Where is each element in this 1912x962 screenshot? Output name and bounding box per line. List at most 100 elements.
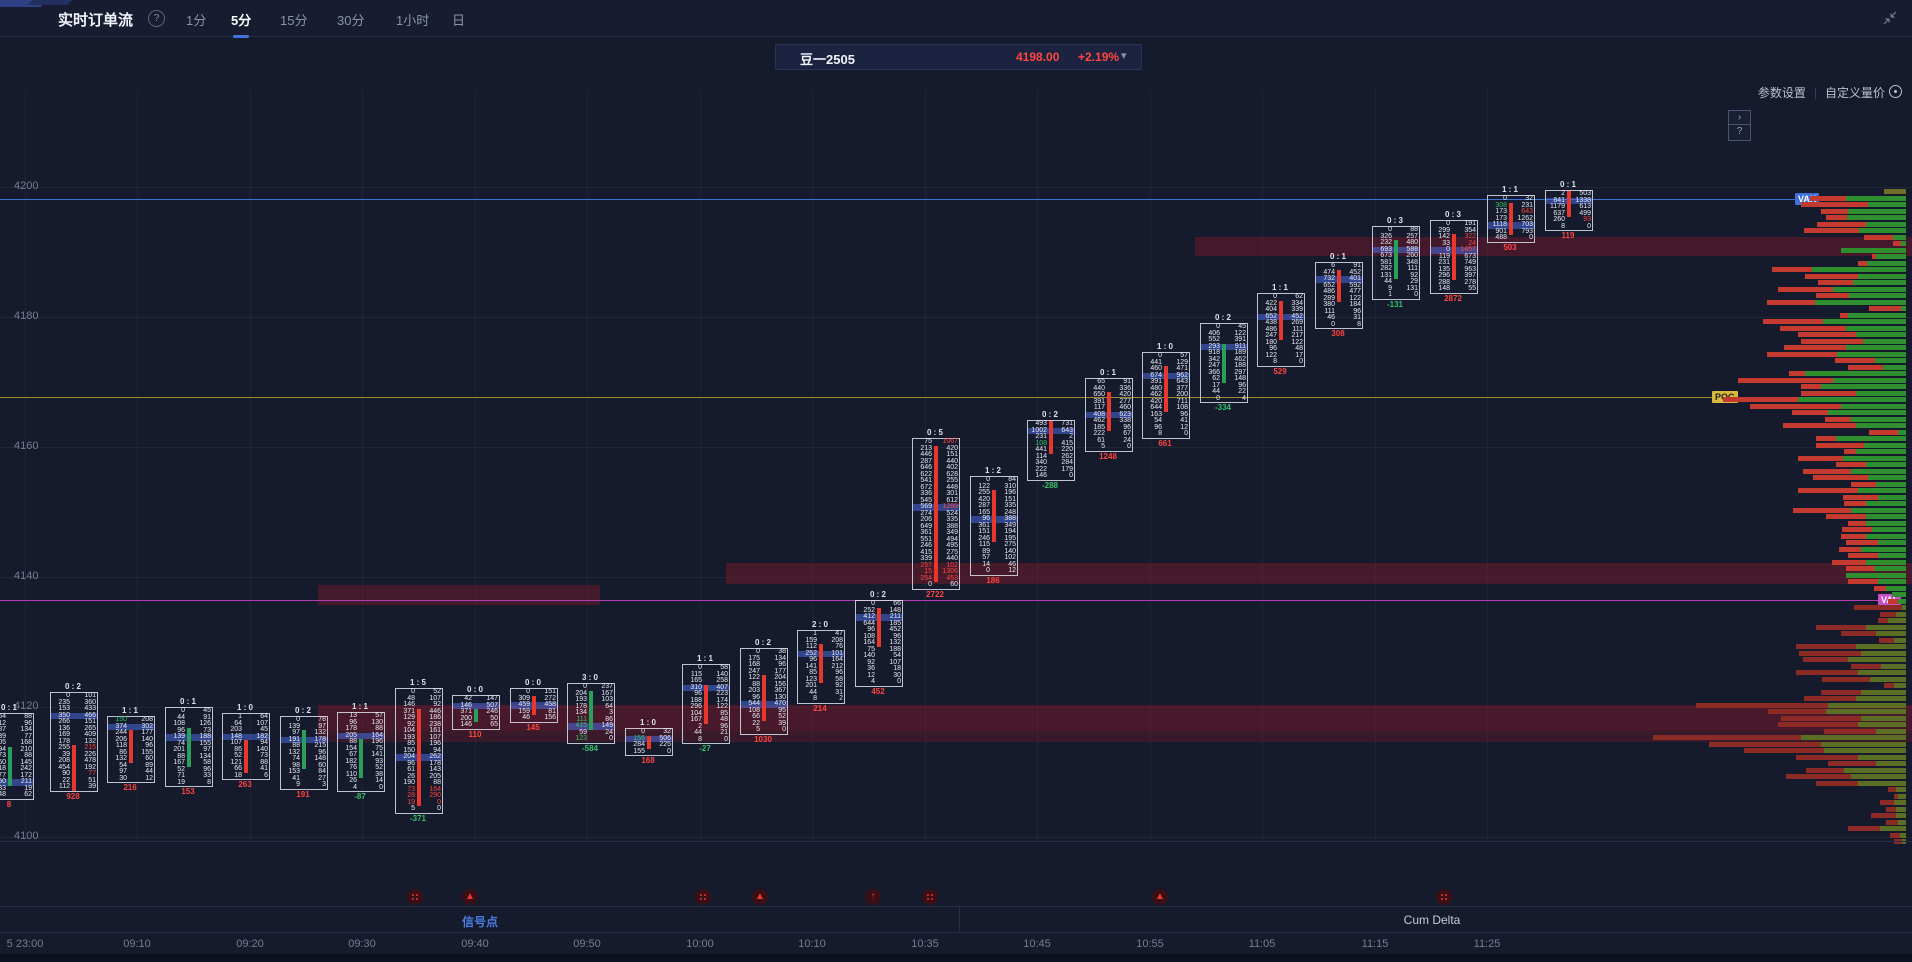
profile-row <box>0 611 1912 617</box>
ask-volume: 391 <box>1234 336 1246 343</box>
bid-volume: 213 <box>920 444 932 452</box>
footprint-candle: 150 208 374 302 244 177 206 140 118 96 86 155 132 60 5… <box>107 716 155 783</box>
bid-volume: 310 <box>690 683 702 691</box>
ask-volume: 32 <box>663 728 671 735</box>
signal-marker-tri[interactable]: ▲ <box>1152 889 1168 905</box>
price-zone <box>318 731 1912 742</box>
bid-volume: 118 <box>115 742 127 749</box>
candle-header: 1 : 0 <box>1156 342 1173 351</box>
footprint-candle: 0 101 235 360 153 433 350 466 266 151 136 265 169 409… <box>50 692 98 792</box>
bid-volume: 0 <box>296 716 300 723</box>
profile-buy-bar <box>1833 377 1906 383</box>
profile-sell-bar <box>1801 338 1863 344</box>
help-icon[interactable]: ? <box>148 10 165 27</box>
candle-delta: 263 <box>238 780 252 789</box>
collapse-icon[interactable] <box>1882 10 1898 26</box>
bid-volume: 350 <box>58 711 70 719</box>
contract-price: 4198.00 <box>1016 50 1060 64</box>
ask-volume: 94 <box>433 746 441 754</box>
profile-buy-bar <box>1896 611 1906 617</box>
tab-timeframe-日[interactable]: 日 <box>452 13 466 28</box>
ask-volume: 1067 <box>942 438 958 445</box>
ask-volume: 172 <box>20 771 32 779</box>
profile-row <box>0 748 1912 753</box>
bid-volume: 408 <box>1093 410 1105 418</box>
profile-buy-bar <box>1872 527 1906 532</box>
level-line-vah <box>0 199 1795 200</box>
profile-buy-bar <box>1848 312 1906 318</box>
ask-volume: 60 <box>145 755 153 762</box>
bid-volume: 139 <box>288 722 300 730</box>
side-button-?[interactable]: ? <box>1728 124 1751 141</box>
profile-row <box>0 429 1912 435</box>
profile-row <box>0 618 1912 623</box>
candle-body-bar <box>417 708 421 806</box>
profile-buy-bar <box>1868 475 1906 480</box>
ask-volume: 388 <box>946 522 958 530</box>
tab-timeframe-15分[interactable]: 15分 <box>280 13 308 28</box>
profile-sell-bar <box>1696 702 1828 708</box>
signal-marker-dots[interactable] <box>407 889 423 905</box>
profile-row <box>0 696 1912 701</box>
ask-volume: 462 <box>1234 355 1246 363</box>
ask-volume: 643 <box>1176 378 1188 385</box>
price-label: 4100 <box>14 830 39 842</box>
bid-volume: 96 <box>867 626 875 633</box>
profile-buy-bar <box>1866 520 1906 526</box>
signal-marker-dots[interactable] <box>922 889 938 905</box>
bid-volume: 90 <box>62 770 70 777</box>
chevron-down-icon[interactable]: ▾ <box>1121 50 1127 62</box>
profile-buy-bar <box>1846 572 1906 578</box>
profile-buy-bar <box>1861 689 1906 695</box>
ask-volume: 0 <box>1069 472 1073 479</box>
signal-marker-tri[interactable]: ▲ <box>462 889 478 905</box>
bid-volume: 26 <box>349 777 357 784</box>
ask-volume: 440 <box>946 555 958 562</box>
tab-timeframe-5分[interactable]: 5分 <box>231 10 251 38</box>
ask-volume: 2 <box>839 695 843 702</box>
tab-timeframe-1小时[interactable]: 1小时 <box>396 13 430 28</box>
ask-volume: 188 <box>889 645 901 653</box>
profile-row <box>0 592 1912 597</box>
signal-marker-dots[interactable] <box>695 889 711 905</box>
bid-volume: 18 <box>234 771 242 779</box>
bid-volume: 252 <box>805 649 817 657</box>
toggle-visibility-icon[interactable] <box>1889 85 1902 98</box>
candle-delta: 661 <box>1158 438 1172 448</box>
profile-buy-bar <box>1896 813 1906 818</box>
tab-timeframe-30分[interactable]: 30分 <box>337 13 365 28</box>
signal-marker-tri[interactable]: ▲ <box>752 889 768 905</box>
ask-volume: 62 <box>24 791 32 798</box>
poc-row-highlight <box>108 723 154 730</box>
profile-row <box>0 241 1912 246</box>
profile-row <box>0 202 1912 207</box>
ask-volume: 96 <box>778 661 786 668</box>
signal-marker-dots[interactable] <box>1436 889 1452 905</box>
bid-volume: 98 <box>292 761 300 769</box>
profile-buy-bar <box>1892 592 1906 597</box>
header-bar: 实时订单流 ? 1分 5分 15分 30分 1小时 日 <box>0 0 1912 38</box>
ask-volume: 39 <box>88 783 96 790</box>
ask-volume: 335 <box>1004 502 1016 509</box>
profile-row <box>0 286 1912 292</box>
bid-volume: 438 <box>1265 319 1277 326</box>
profile-row <box>0 579 1912 584</box>
ask-volume: 140 <box>1004 547 1016 555</box>
profile-row <box>0 312 1912 318</box>
profile-row <box>0 195 1912 201</box>
profile-buy-bar <box>1901 241 1906 246</box>
ask-volume: 45 <box>203 707 211 714</box>
profile-buy-bar <box>1868 202 1906 207</box>
ask-volume: 494 <box>946 535 958 543</box>
candle-delta: 191 <box>296 789 310 799</box>
tab-timeframe-1分[interactable]: 1分 <box>186 13 207 28</box>
candle-header: 0 : 1 <box>179 697 196 706</box>
bid-volume: 122 <box>748 674 760 681</box>
param-settings-button[interactable]: 参数设置 <box>1757 86 1806 100</box>
profile-row <box>0 345 1912 350</box>
contract-selector[interactable]: 豆一2505 4198.00 +2.19% ▾ <box>775 44 1142 70</box>
ask-volume: 58 <box>835 675 843 683</box>
custom-volume-button[interactable]: 自定义量价 <box>1824 86 1885 100</box>
signal-marker-arrow[interactable]: ↑ <box>865 889 881 905</box>
ask-volume: 301 <box>946 490 958 497</box>
